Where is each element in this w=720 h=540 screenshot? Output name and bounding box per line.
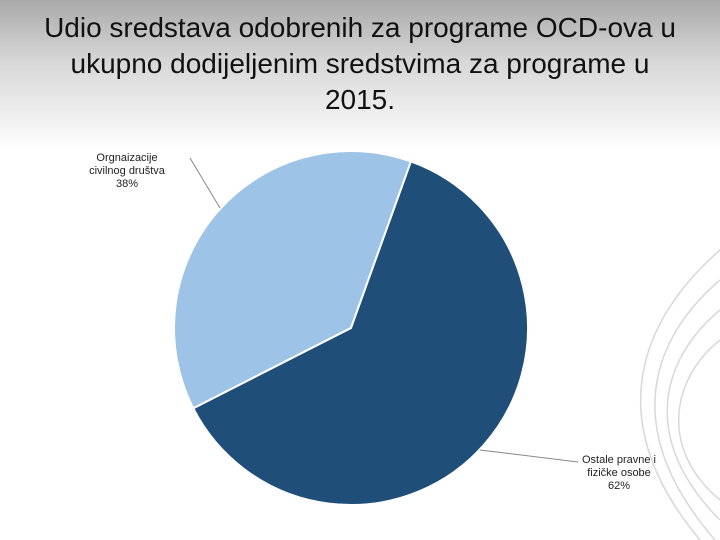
swoosh: [654, 279, 720, 540]
pie-slice: [191, 160, 529, 506]
pie-slice: [173, 150, 413, 410]
data-label: Orgnaizacije civilnog društva 38%: [62, 152, 192, 191]
label-category: Ostale pravne i fizičke osobe: [582, 454, 656, 479]
data-label: Ostale pravne i fizičke osobe 62%: [564, 454, 674, 493]
swoosh: [640, 249, 720, 540]
decoration: [640, 249, 720, 540]
leader-line: [479, 449, 579, 463]
swoosh: [666, 309, 720, 521]
pie: [173, 150, 529, 506]
leader-line: [189, 157, 221, 209]
chart-title: Udio sredstava odobrenih za programe OCD…: [44, 12, 676, 115]
label-value: 62%: [607, 480, 631, 492]
label-value: 38%: [115, 178, 139, 190]
swoosh: [677, 339, 720, 501]
label-category: Orgnaizacije civilnog društva: [89, 152, 165, 177]
